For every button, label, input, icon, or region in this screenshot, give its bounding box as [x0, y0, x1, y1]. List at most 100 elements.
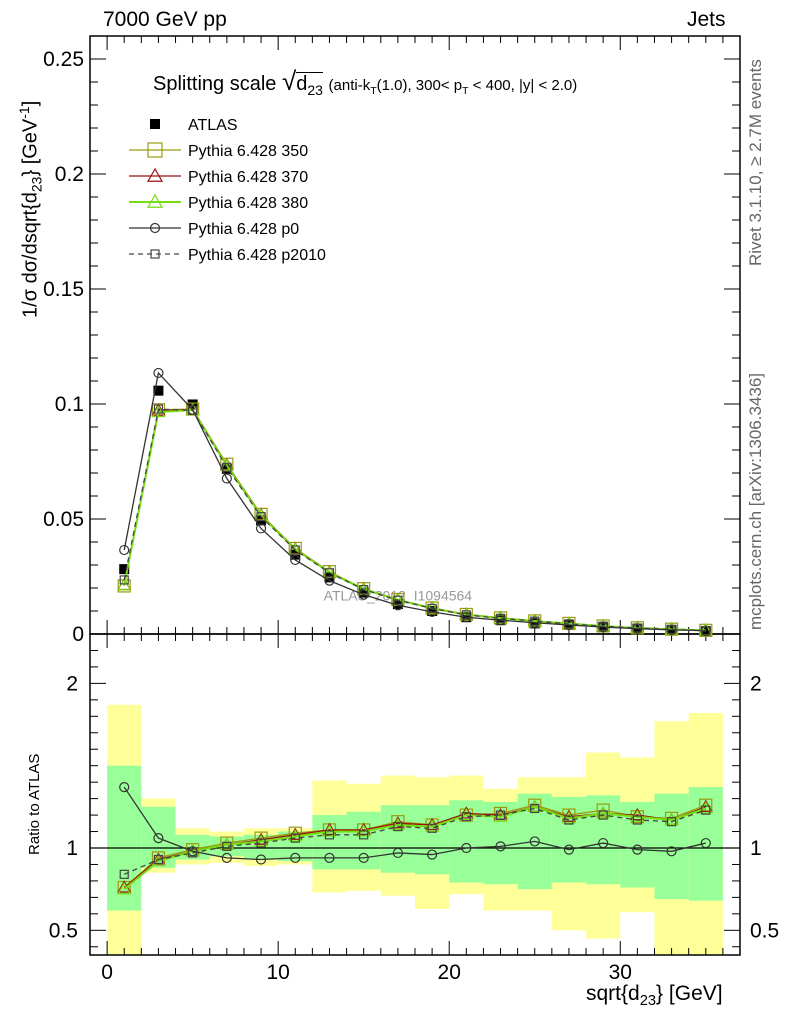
ratio-data-point-pythia-6-428-p0: [255, 854, 267, 865]
ratio-data-point-pythia-6-428-380: [117, 881, 132, 895]
x-tick-label: 30: [609, 961, 632, 984]
ratio-data-point-pythia-6-428-p0: [324, 852, 335, 863]
legend-marker-atlas: [150, 119, 160, 129]
ratio-y-tick-label: 0.5: [49, 919, 78, 942]
y-tick-label: 0.2: [55, 163, 84, 186]
data-point-pythia-6-428-p0: [221, 473, 232, 484]
mcplots-label: mcplots.cern.ch [arXiv:1306.3436]: [746, 372, 765, 630]
x-tick-label: 20: [438, 961, 461, 984]
ratio-data-point-pythia-6-428-p0: [221, 852, 232, 863]
ratio-data-point-pythia-6-428-p2010: [701, 805, 711, 815]
data-point-pythia-6-428-p0: [324, 575, 335, 586]
ratio-y-axis-label: Ratio to ATLAS: [26, 753, 43, 855]
ratio-data-point-pythia-6-428-p0: [153, 833, 164, 844]
ratio-data-point-pythia-6-428-p2010: [530, 803, 540, 814]
data-point-pythia-6-428-p0: [290, 554, 301, 566]
ratio-series-line-pythia-6-428-p2010: [123, 807, 706, 875]
chart-title-main: Splitting scale: [153, 73, 277, 95]
ratio-data-point-pythia-6-428-380: [664, 812, 679, 826]
data-point-pythia-6-428-p2010: [188, 405, 198, 416]
legend-label-pythia-6-428-370: Pythia 6.428 370: [188, 169, 308, 186]
ratio-data-point-pythia-6-428-380: [493, 809, 508, 822]
data-point-pythia-6-428-p2010: [119, 575, 129, 585]
ratio-data-point-pythia-6-428-380: [254, 834, 269, 847]
ratio-band-inner: [688, 787, 723, 901]
data-point-pythia-6-428-p2010: [666, 624, 677, 635]
ratio-series-line-pythia-6-428-p0: [123, 786, 706, 861]
ratio-y-tick-label: 1: [66, 837, 78, 860]
ratio-data-point-pythia-6-428-p2010: [188, 848, 198, 858]
data-point-pythia-6-428-p2010: [222, 462, 232, 472]
ratio-data-point-pythia-6-428-p2010: [632, 815, 642, 825]
ratio-data-point-pythia-6-428-p2010: [461, 812, 471, 822]
ratio-data-point-pythia-6-428-p2010: [153, 854, 164, 865]
ratio-data-point-pythia-6-428-380: [561, 811, 576, 824]
ratio-data-point-pythia-6-428-380: [151, 853, 166, 867]
ratio-series-line-pythia-6-428-380: [123, 805, 707, 890]
ratio-y-tick-label-right: 0.5: [750, 919, 779, 942]
data-point-atlas: [427, 606, 438, 616]
ratio-y-tick-label-right: 2: [750, 672, 762, 695]
legend-marker-pythia-6-428-p2010: [150, 249, 160, 259]
ratio-y-tick-label: 2: [66, 672, 78, 695]
ratio-data-point-pythia-6-428-p0: [427, 849, 438, 860]
data-point-pythia-6-428-p2010: [564, 619, 574, 629]
data-point-pythia-6-428-p2010: [495, 613, 506, 623]
data-point-atlas: [119, 564, 130, 575]
ratio-data-point-pythia-6-428-380: [596, 806, 611, 819]
data-point-atlas: [358, 587, 369, 598]
ratio-data-point-pythia-6-428-p0: [666, 846, 677, 857]
ratio-data-point-pythia-6-428-p2010: [666, 817, 677, 827]
series-line-pythia-6-428-p0: [123, 371, 706, 632]
y-tick-label: 0.1: [55, 393, 84, 416]
y-tick-label: 0.25: [43, 48, 84, 71]
legend-label-atlas: ATLAS: [188, 117, 238, 134]
ratio-data-point-pythia-6-428-p2010: [359, 830, 369, 840]
legend-marker-pythia-6-428-370: [146, 167, 164, 182]
x-tick-label: 0: [101, 961, 113, 984]
ratio-data-point-pythia-6-428-p2010: [393, 821, 403, 832]
data-point-pythia-6-428-p2010: [530, 616, 540, 626]
y-tick-label: 0.05: [43, 508, 84, 531]
ratio-data-point-pythia-6-428-p2010: [564, 815, 574, 825]
ratio-data-point-pythia-6-428-p2010: [256, 838, 266, 848]
legend-marker-pythia-6-428-p0: [149, 222, 161, 234]
ratio-data-point-pythia-6-428-p2010: [495, 810, 506, 820]
ratio-data-point-pythia-6-428-p2010: [119, 869, 129, 879]
ratio-band-inner: [346, 811, 381, 870]
legend-label-pythia-6-428-p2010: Pythia 6.428 p2010: [188, 247, 326, 264]
ratio-data-point-pythia-6-428-p0: [632, 844, 643, 855]
ratio-data-point-pythia-6-428-p2010: [427, 823, 437, 833]
ratio-data-point-pythia-6-428-380: [288, 829, 303, 842]
ratio-data-point-pythia-6-428-p0: [529, 836, 540, 847]
data-point-pythia-6-428-p0: [255, 523, 267, 534]
ratio-data-point-pythia-6-428-p0: [290, 852, 301, 863]
legend-label-pythia-6-428-p0: Pythia 6.428 p0: [188, 221, 299, 238]
series-line-pythia-6-428-p2010: [123, 408, 706, 632]
data-point-atlas: [529, 618, 540, 629]
data-point-pythia-6-428-p2010: [153, 404, 164, 414]
ratio-band-inner: [415, 805, 450, 875]
ratio-data-point-pythia-6-428-p0: [392, 847, 403, 859]
y-tick-label: 0.15: [43, 278, 84, 301]
ratio-data-point-pythia-6-428-380: [425, 819, 440, 832]
ratio-data-point-pythia-6-428-p0: [700, 837, 711, 849]
ratio-data-point-pythia-6-428-p0: [461, 842, 472, 854]
data-point-pythia-6-428-p2010: [427, 603, 437, 614]
ratio-data-point-pythia-6-428-380: [459, 807, 474, 821]
x-tick-label: 10: [266, 961, 289, 984]
data-point-pythia-6-428-p2010: [632, 623, 642, 633]
legend-label-pythia-6-428-350: Pythia 6.428 350: [188, 143, 308, 160]
ratio-band-inner: [586, 795, 621, 885]
ratio-data-point-pythia-6-428-p0: [598, 837, 609, 849]
legend-marker-pythia-6-428-350: [147, 142, 163, 158]
chart-title: Splitting scale √d23 (anti-kT(1.0), 300<…: [153, 66, 578, 98]
ratio-data-point-pythia-6-428-p2010: [324, 830, 335, 840]
ratio-data-point-pythia-6-428-380: [390, 817, 405, 831]
data-point-atlas: [700, 626, 711, 637]
ratio-data-point-pythia-6-428-p2010: [222, 841, 232, 851]
rivet-label: Rivet 3.1.10, ≥ 2.7M events: [746, 59, 765, 266]
data-point-pythia-6-428-380: [151, 404, 166, 418]
data-point-pythia-6-428-p2010: [461, 610, 471, 620]
data-point-pythia-6-428-p2010: [256, 512, 266, 522]
